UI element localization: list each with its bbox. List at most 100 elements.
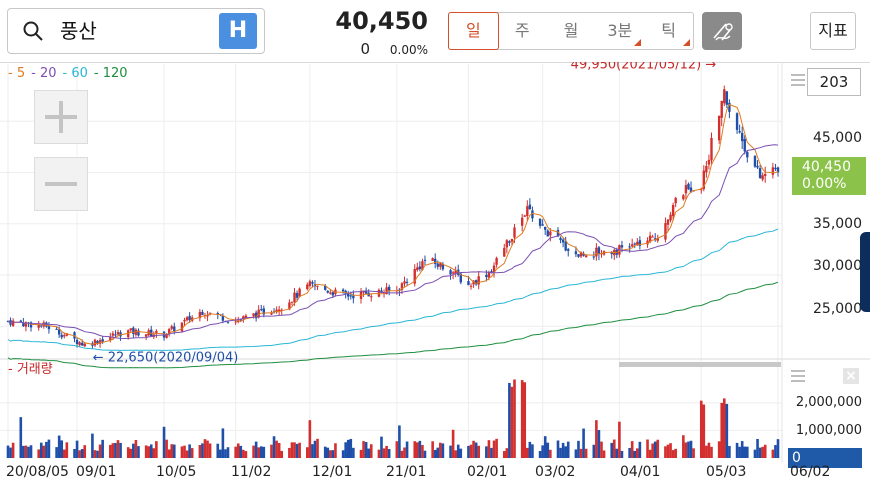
volume-bar	[75, 440, 79, 458]
candle-body	[610, 252, 613, 254]
ma60-line	[7, 228, 779, 351]
volume-bar	[57, 435, 61, 458]
period-tab[interactable]: 주	[498, 13, 547, 49]
candle-body	[352, 295, 355, 299]
candle-body	[413, 269, 416, 284]
volume-zero-tag: 0	[788, 448, 862, 468]
volume-bar	[331, 450, 335, 458]
candle-body	[385, 287, 388, 295]
volume-bar	[185, 450, 189, 458]
volume-bar	[423, 450, 427, 458]
zoom-in-button[interactable]	[34, 90, 88, 144]
volume-menu-icon[interactable]	[790, 368, 806, 384]
chart-menu-icon[interactable]	[790, 72, 806, 88]
volume-bar	[198, 445, 202, 458]
volume-bar	[508, 382, 511, 458]
volume-bar	[746, 446, 749, 458]
period-tab[interactable]: 월	[547, 13, 596, 49]
candle-body	[308, 281, 312, 286]
candle-body	[101, 339, 104, 342]
candle-body	[559, 237, 562, 241]
candle-body	[651, 236, 654, 238]
search-icon	[23, 21, 43, 41]
candle-body	[329, 292, 332, 294]
volume-bar	[615, 448, 619, 458]
volume-bar	[45, 441, 48, 458]
indicator-button[interactable]: 지표	[810, 12, 856, 50]
candle-body	[221, 315, 225, 321]
volume-bar	[111, 443, 115, 458]
ma20-line	[7, 144, 779, 340]
drawing-tool-button[interactable]	[702, 12, 742, 50]
volume-bar	[183, 445, 186, 458]
candle-body	[96, 340, 99, 344]
volume-bar	[62, 449, 66, 458]
candle-body	[134, 329, 138, 335]
candle-body	[771, 167, 775, 175]
candle-body	[648, 235, 652, 242]
volume-bar	[561, 442, 565, 458]
volume-scroll-indicator	[619, 362, 781, 367]
candle-body	[111, 333, 115, 336]
candle-count-input[interactable]: 203	[807, 68, 861, 96]
volume-bar	[469, 444, 473, 458]
close-volume-panel-icon[interactable]: ×	[843, 368, 859, 384]
candle-body	[549, 231, 552, 236]
volume-bar	[699, 400, 703, 458]
volume-bar	[298, 442, 301, 458]
volume-bar	[39, 442, 43, 458]
candle-body	[280, 309, 283, 311]
volume-bar	[740, 441, 744, 458]
candle-body	[738, 131, 741, 133]
volume-bar	[564, 446, 567, 458]
volume-bar	[257, 447, 260, 458]
period-tab-label: 주	[514, 21, 530, 40]
period-tab-label: 틱	[661, 21, 676, 40]
ma5-line	[7, 103, 779, 345]
panel-slide-handle[interactable]	[860, 232, 870, 312]
volume-bar	[134, 440, 138, 458]
zoom-out-button[interactable]	[34, 157, 88, 211]
candle-body	[93, 339, 97, 346]
volume-bar	[758, 447, 762, 458]
candle-body	[239, 319, 242, 321]
candle-body	[564, 241, 567, 251]
period-tab[interactable]: 틱	[644, 13, 693, 49]
candle-body	[65, 333, 69, 336]
h-button[interactable]: H	[219, 13, 257, 49]
stock-search-box[interactable]: 풍산 H	[7, 8, 265, 54]
candle-body	[595, 247, 598, 257]
price-chart[interactable]: 49,950(2021/05/12) → ← 22,650(2020/09/04)	[0, 62, 870, 489]
candle-body	[244, 315, 248, 318]
candle-body	[510, 239, 514, 242]
volume-bar	[702, 404, 706, 458]
candle-body	[11, 320, 15, 326]
volume-bar	[495, 438, 498, 458]
volume-bar	[618, 421, 621, 458]
candle-body	[630, 244, 634, 247]
candle-body	[531, 210, 534, 219]
volume-bar	[119, 442, 122, 458]
volume-bar	[579, 448, 583, 458]
date-axis-label: 02/01	[467, 464, 508, 480]
candle-body	[370, 296, 373, 298]
candle-body	[63, 335, 66, 337]
candle-body	[577, 254, 580, 257]
stock-name[interactable]: 풍산	[60, 19, 97, 43]
volume-bar	[55, 447, 58, 458]
candle-body	[380, 290, 383, 293]
volume-bar	[73, 449, 76, 458]
volume-bar	[485, 446, 488, 458]
candle-body	[331, 292, 335, 296]
period-tab[interactable]: 3분	[595, 13, 644, 49]
volume-bar	[9, 447, 12, 458]
volume-bar	[628, 448, 631, 458]
volume-bar	[224, 449, 227, 458]
volume-bar	[144, 445, 148, 458]
volume-bar	[687, 441, 690, 458]
volume-bar	[216, 443, 220, 458]
period-tab[interactable]: 일	[448, 12, 499, 50]
volume-bar	[155, 441, 158, 458]
candle-body	[544, 226, 547, 230]
volume-bar	[523, 382, 527, 458]
